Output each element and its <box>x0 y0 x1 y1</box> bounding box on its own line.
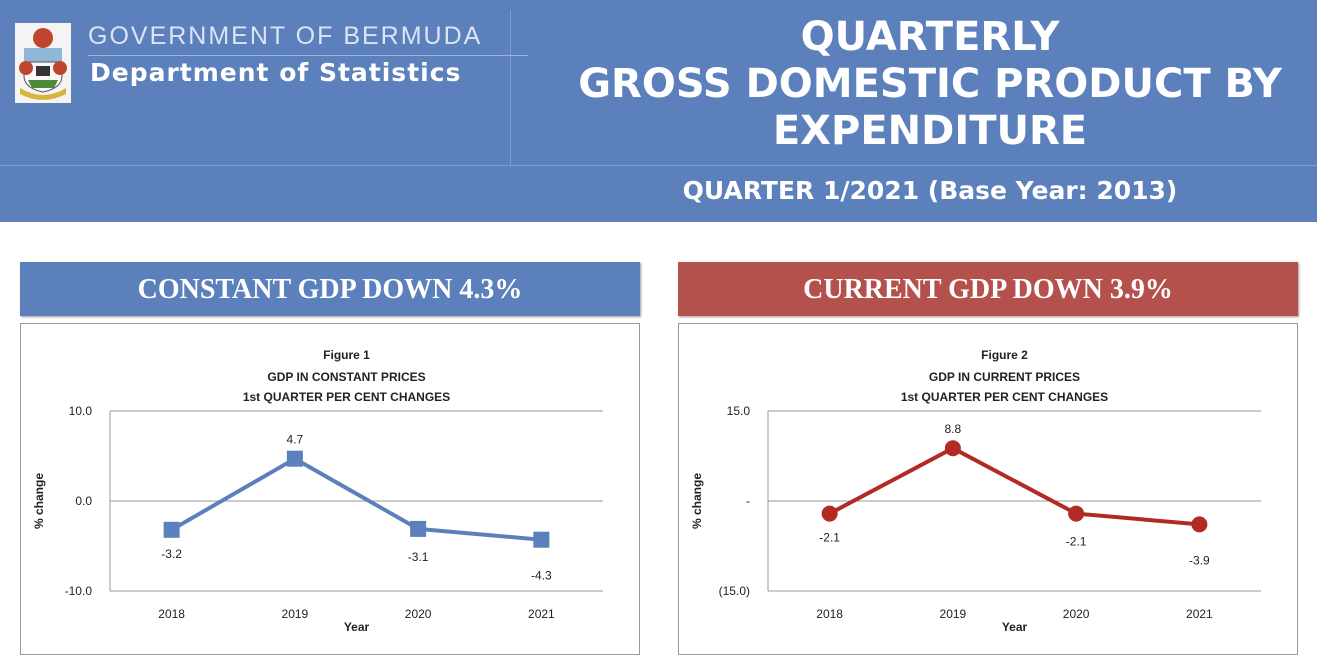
chart-subtitle: 1st QUARTER PER CENT CHANGES <box>243 390 450 404</box>
title-line: EXPENDITURE <box>772 108 1088 154</box>
page-title: QUARTERLY GROSS DOMESTIC PRODUCT BY EXPE… <box>540 14 1317 155</box>
y-axis-label: % change <box>32 473 46 529</box>
x-tick-label: 2020 <box>1063 607 1090 621</box>
x-axis-label: Year <box>1002 620 1028 634</box>
bermuda-coat-of-arms-logo <box>15 23 71 103</box>
y-tick-label: -10.0 <box>65 584 93 598</box>
title-line: GROSS DOMESTIC PRODUCT BY <box>578 61 1282 107</box>
x-axis-label: Year <box>344 620 370 634</box>
data-label: -3.9 <box>1189 553 1210 567</box>
constant-gdp-banner: CONSTANT GDP DOWN 4.3% <box>20 262 640 316</box>
data-point <box>821 505 838 522</box>
x-tick-label: 2019 <box>940 607 967 621</box>
data-point <box>533 531 550 548</box>
data-point <box>1068 505 1085 522</box>
figure-1-chart: Figure 1 GDP IN CONSTANT PRICES 1st QUARTE… <box>32 348 603 634</box>
figure-number: Figure 1 <box>323 348 370 362</box>
figure-2-panel: Figure 2 GDP IN CURRENT PRICES 1st QUARTER… <box>678 323 1298 655</box>
figure-number: Figure 2 <box>981 348 1028 362</box>
divider <box>510 10 511 165</box>
data-point <box>286 450 303 467</box>
report-header: GOVERNMENT OF BERMUDA Department of Stat… <box>0 0 1317 222</box>
data-label: 8.8 <box>945 422 962 436</box>
current-gdp-banner: CURRENT GDP DOWN 3.9% <box>678 262 1298 316</box>
y-tick-label: (15.0) <box>719 584 750 598</box>
y-tick-label: 10.0 <box>69 404 93 418</box>
y-axis-label: % change <box>690 473 704 529</box>
chart-title: GDP IN CONSTANT PRICES <box>267 370 425 384</box>
x-tick-label: 2021 <box>1186 607 1213 621</box>
data-label: -3.1 <box>408 550 429 564</box>
series-line <box>828 445 1200 527</box>
figure-2-chart: Figure 2 GDP IN CURRENT PRICES 1st QUARTER… <box>690 348 1261 634</box>
x-tick-label: 2019 <box>282 607 309 621</box>
y-tick-label: 15.0 <box>727 404 751 418</box>
data-label: -4.3 <box>531 569 552 583</box>
figure-1-panel: Figure 1 GDP IN CONSTANT PRICES 1st QUARTE… <box>20 323 640 655</box>
page-subtitle: QUARTER 1/2021 (Base Year: 2013) <box>682 176 1178 205</box>
divider <box>88 55 528 56</box>
chart-subtitle: 1st QUARTER PER CENT CHANGES <box>901 390 1108 404</box>
data-label: -2.1 <box>819 531 840 545</box>
data-point <box>1191 516 1208 533</box>
y-tick-label: 0.0 <box>75 494 92 508</box>
department-name: Department of Statistics <box>90 58 462 87</box>
data-point <box>944 440 961 457</box>
x-tick-label: 2021 <box>528 607 555 621</box>
data-point <box>163 521 180 538</box>
data-label: -3.2 <box>161 547 182 561</box>
title-line: QUARTERLY <box>800 14 1060 60</box>
data-label: 4.7 <box>287 433 304 447</box>
data-label: -2.1 <box>1066 535 1087 549</box>
data-point <box>410 520 427 537</box>
divider <box>0 165 1317 166</box>
x-tick-label: 2018 <box>816 607 843 621</box>
series-line <box>170 456 542 542</box>
chart-title: GDP IN CURRENT PRICES <box>929 370 1080 384</box>
org-name: GOVERNMENT OF BERMUDA <box>88 22 483 50</box>
x-tick-label: 2020 <box>405 607 432 621</box>
y-tick-label: - <box>746 494 750 508</box>
x-tick-label: 2018 <box>158 607 185 621</box>
